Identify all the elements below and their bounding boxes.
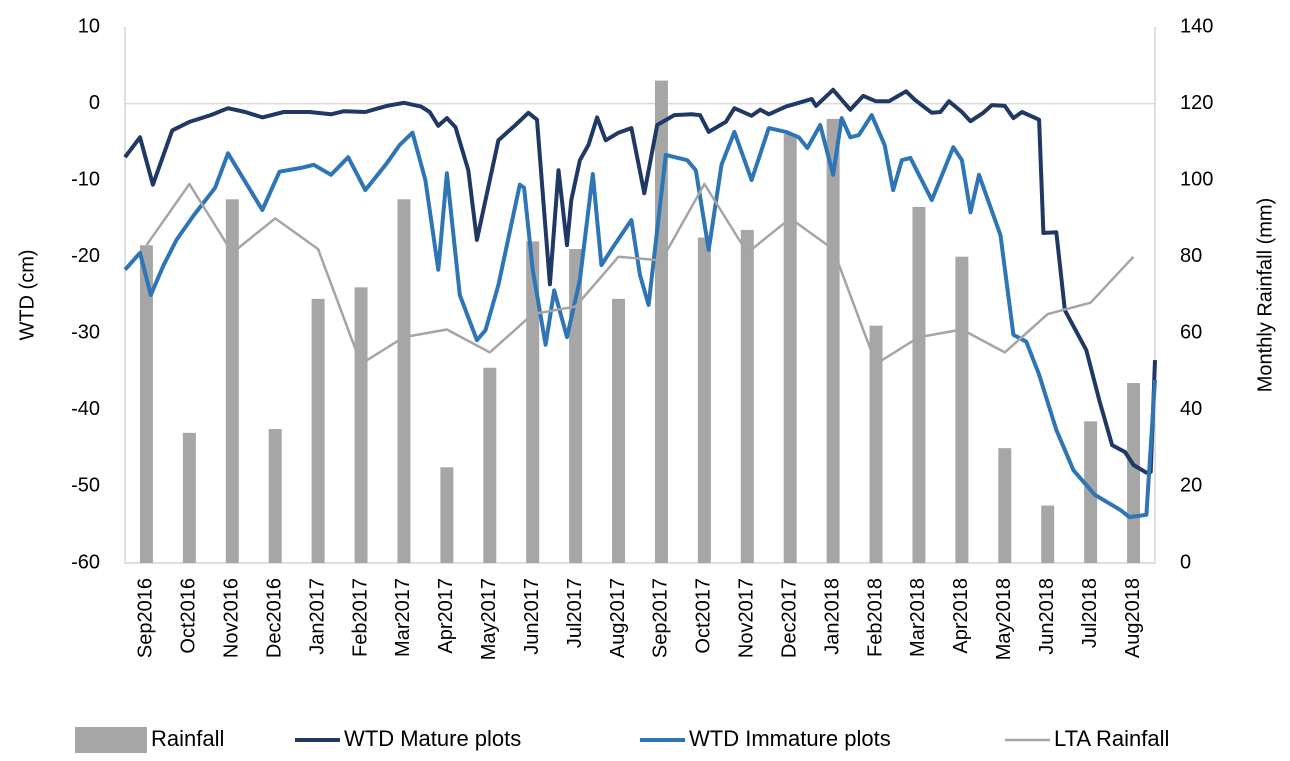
x-tick-label: Mar2017 [392,578,414,657]
x-tick-label: Oct2016 [178,578,200,654]
x-tick-label: Dec2017 [778,578,800,658]
bar [483,367,497,563]
bar [1041,505,1055,563]
y2-tick-label: 80 [1180,245,1202,267]
x-tick-label: Dec2016 [263,578,285,658]
x-tick-label: Jul2018 [1079,578,1101,648]
x-tick-label: Aug2017 [607,578,629,658]
x-tick-label: Jun2017 [521,578,543,655]
y-tick-label: -20 [71,245,100,267]
bar [139,245,153,563]
legend-label: WTD Immature plots [689,726,891,751]
bar [311,298,325,563]
legend-swatch [75,727,147,753]
x-tick-label: May2018 [993,578,1015,660]
y2-tick-label: 60 [1180,322,1202,344]
line-series [123,87,1157,475]
x-tick-label: Jan2018 [821,578,843,655]
y2-tick-label: 40 [1180,398,1202,420]
y-tick-label: -60 [71,551,100,573]
bar [569,249,583,564]
legend-label: LTA Rainfall [1054,726,1169,751]
line-series [145,182,1135,366]
y2-axis-title: Monthly Rainfall (mm) [1254,198,1276,392]
bar [912,206,926,563]
y2-tick-label: 0 [1180,551,1191,573]
x-tick-label: May2017 [478,578,500,660]
legend-label: WTD Mature plots [344,726,521,751]
bar [440,467,454,563]
x-tick-label: Jan2017 [306,578,328,655]
bar [526,241,540,563]
bar [869,325,883,563]
x-tick-label: Apr2018 [950,578,972,654]
y-axis-title: WTD (cm) [16,249,38,340]
x-tick-label: Aug2018 [1122,578,1144,658]
y2-tick-label: 20 [1180,475,1202,497]
bar [783,134,797,563]
y-tick-label: -10 [71,168,100,190]
bar [826,118,840,563]
y2-tick-label: 140 [1180,15,1213,37]
line-series [123,113,1157,520]
y2-tick-label: 120 [1180,92,1213,114]
y-tick-label: -30 [71,322,100,344]
x-tick-label: Nov2016 [221,578,243,658]
y-tick-label: 10 [78,15,100,37]
x-tick-label: Sep2016 [135,578,157,658]
x-tick-label: Feb2017 [349,578,371,657]
bar [612,298,626,563]
x-tick-label: Nov2017 [736,578,758,658]
legend-label: Rainfall [151,726,224,751]
bar [654,80,668,563]
bar [397,199,411,564]
bar [998,448,1012,563]
bar [1127,383,1141,563]
bar [740,229,754,563]
bar [955,256,969,563]
y-tick-label: -40 [71,398,100,420]
y2-tick-label: 100 [1180,168,1213,190]
bar [354,287,368,563]
bar [182,432,196,563]
y-tick-label: 0 [89,92,100,114]
x-tick-label: Sep2017 [650,578,672,658]
x-tick-label: Mar2018 [907,578,929,657]
x-tick-label: Jul2017 [564,578,586,648]
x-tick-label: Feb2018 [864,578,886,657]
y-tick-label: -50 [71,475,100,497]
bar [697,237,711,564]
x-tick-label: Oct2017 [693,578,715,654]
x-tick-label: Apr2017 [435,578,457,654]
bar [268,429,282,563]
x-tick-label: Jun2018 [1036,578,1058,655]
bar [225,199,239,564]
